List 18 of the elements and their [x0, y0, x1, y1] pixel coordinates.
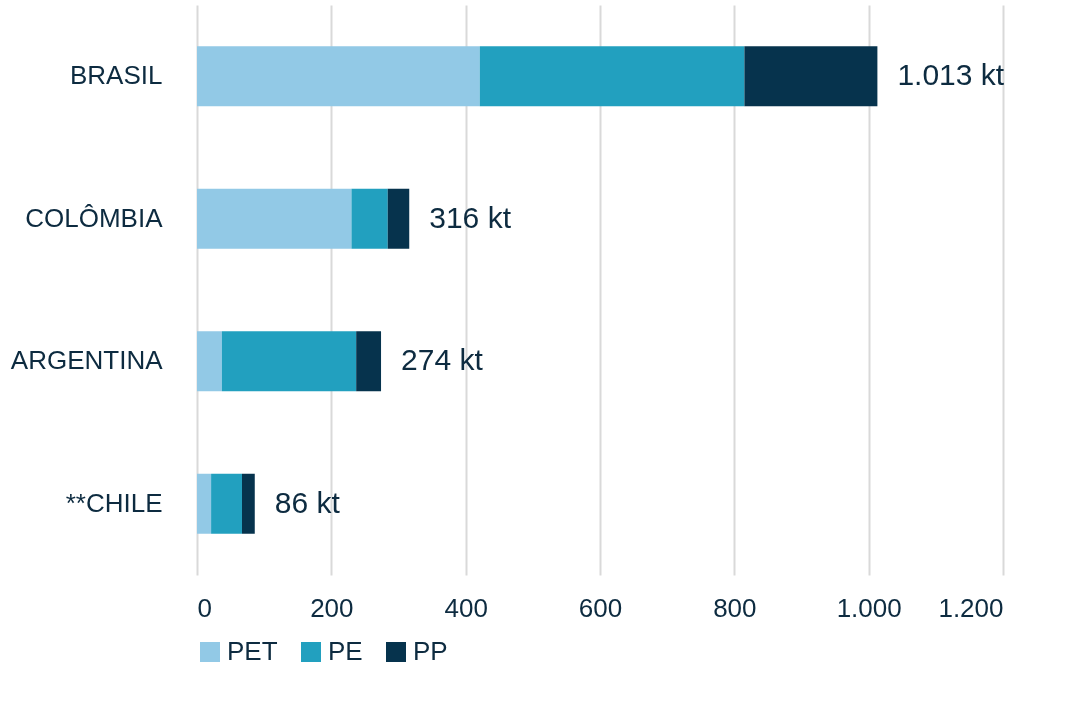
legend-label: PET: [227, 636, 278, 666]
y-tick-label: BRASIL: [70, 60, 163, 91]
x-tick-label: 800: [713, 592, 757, 623]
y-tick-label: ARGENTINA: [10, 345, 164, 376]
total-label: 86 kt: [274, 485, 341, 519]
x-tick-label: 400: [444, 592, 488, 623]
total-label: 1.013 kt: [897, 58, 1005, 92]
x-tick-label: 1.000: [836, 592, 902, 623]
y-tick-label: COLÔMBIA: [25, 202, 164, 233]
legend-label: PP: [413, 636, 448, 666]
x-tick-label: 0: [197, 592, 212, 623]
total-label: 316 kt: [429, 200, 512, 234]
total-label: 274 kt: [401, 343, 484, 377]
x-tick-label: 600: [578, 592, 623, 623]
x-tick-label: 200: [310, 592, 354, 623]
legend-label: PE: [328, 636, 363, 666]
x-tick-label: 1.200: [938, 592, 1004, 623]
y-tick-label: **CHILE: [65, 487, 163, 518]
